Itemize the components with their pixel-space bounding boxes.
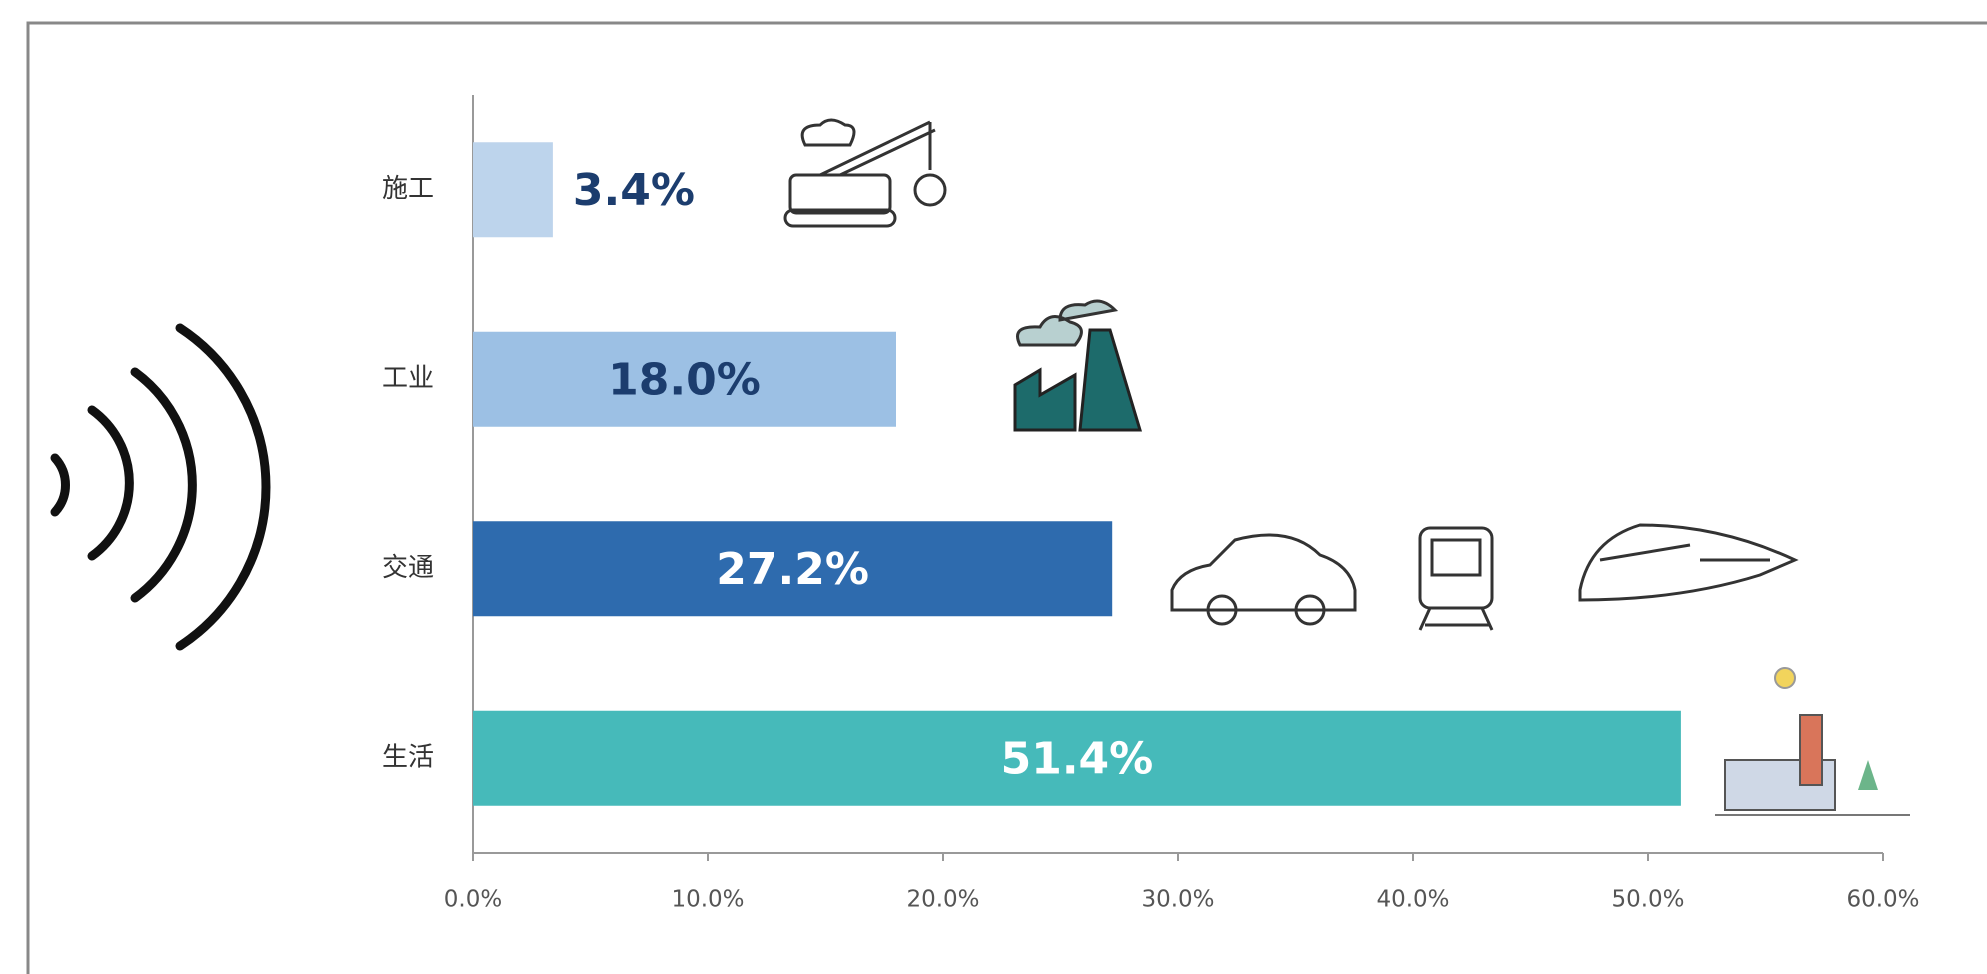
x-tick-label: 0.0%	[444, 887, 502, 913]
x-tick-label: 10.0%	[671, 887, 744, 913]
train-icon	[1418, 526, 1494, 631]
frame	[26, 21, 1987, 974]
category-label: 交通	[382, 553, 434, 583]
value-label: 27.2%	[716, 544, 869, 595]
factory-icon	[1013, 299, 1143, 432]
bullet-train-icon	[1578, 523, 1799, 602]
x-tick-label: 30.0%	[1141, 887, 1214, 913]
value-label: 51.4%	[1001, 733, 1154, 784]
x-tick-label: 40.0%	[1376, 887, 1449, 913]
value-label: 18.0%	[608, 354, 761, 405]
value-label: 3.4%	[573, 165, 695, 216]
bar	[473, 142, 553, 238]
city-icon	[1715, 667, 1910, 816]
bar	[473, 521, 1113, 617]
bar	[473, 710, 1681, 806]
bar	[473, 331, 896, 427]
car-icon	[1170, 533, 1357, 626]
category-label: 工业	[382, 363, 434, 393]
sound-waves	[50, 323, 271, 651]
category-label: 生活	[382, 742, 434, 772]
x-tick-label: 50.0%	[1611, 887, 1684, 913]
x-tick-label: 60.0%	[1846, 887, 1919, 913]
x-tick-label: 20.0%	[906, 887, 979, 913]
category-label: 施工	[382, 174, 434, 204]
crane-icon	[783, 118, 947, 228]
